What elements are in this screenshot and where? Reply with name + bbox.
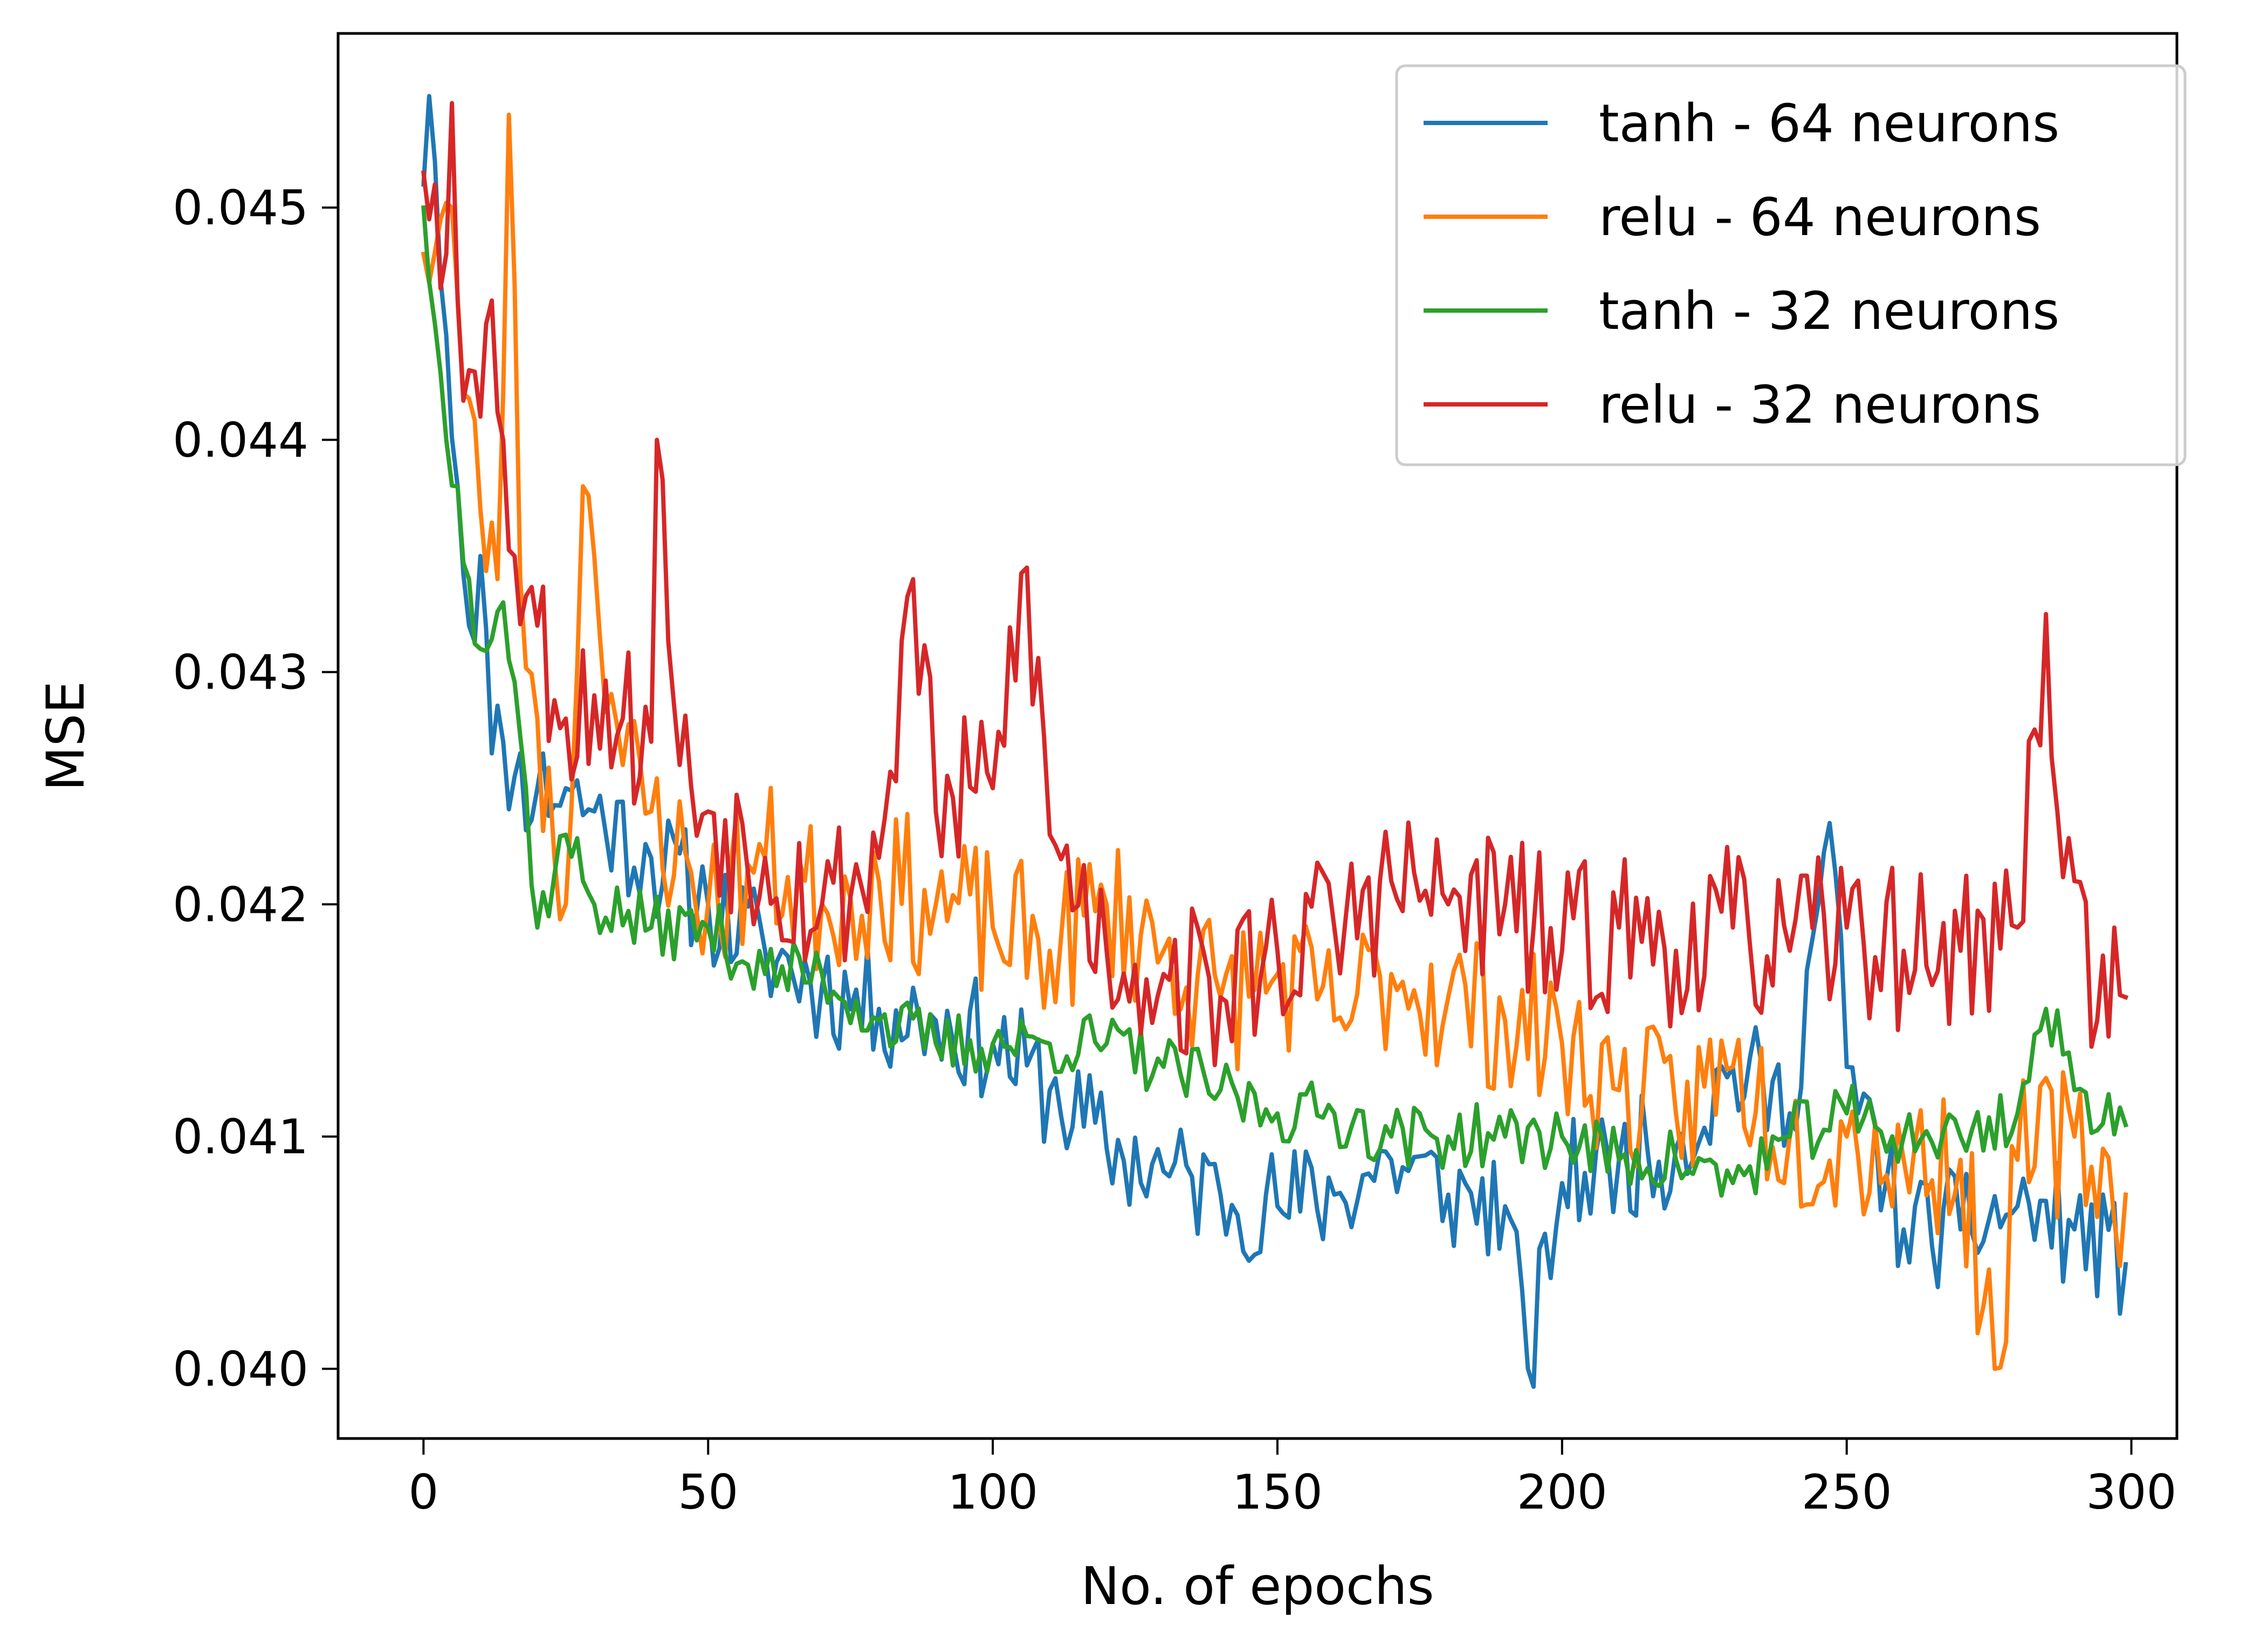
- legend-label: tanh - 64 neurons: [1599, 93, 2059, 154]
- legend-box: [1395, 64, 2187, 466]
- y-axis-label: MSE: [36, 681, 96, 791]
- plot-frame: [336, 32, 2179, 1440]
- legend: tanh - 64 neurons relu - 64 neurons tanh -…: [1395, 64, 2187, 466]
- y-tick-label: 0.042: [173, 877, 308, 932]
- x-axis-label: No. of epochs: [1081, 1556, 1434, 1616]
- y-tick-label: 0.041: [173, 1109, 308, 1165]
- y-tick-label: 0.044: [173, 412, 308, 468]
- x-tick-label: 250: [1802, 1464, 1892, 1520]
- series-group: [421, 94, 2129, 1389]
- y-tick-label: 0.040: [173, 1341, 308, 1397]
- x-axis: 0 50 100 150 200 250 300: [408, 1438, 2177, 1520]
- x-tick-label: 300: [2086, 1464, 2177, 1520]
- x-tick-label: 200: [1517, 1464, 1607, 1520]
- y-tick-label: 0.045: [173, 180, 308, 236]
- x-tick-label: 100: [947, 1464, 1038, 1520]
- series-line-4: [421, 101, 2129, 1068]
- x-tick-label: 50: [678, 1464, 738, 1520]
- legend-label: tanh - 32 neurons: [1599, 281, 2059, 341]
- legend-label: relu - 64 neurons: [1599, 187, 2041, 247]
- x-tick-label: 150: [1232, 1464, 1323, 1520]
- series-line-2: [421, 112, 2128, 1371]
- y-tick-label: 0.043: [173, 645, 308, 700]
- y-axis: 0.040 0.041 0.042 0.043 0.044 0.045: [173, 180, 338, 1397]
- legend-label: relu - 32 neurons: [1599, 375, 2041, 435]
- x-tick-label: 0: [408, 1464, 438, 1520]
- series-line-3: [421, 205, 2129, 1198]
